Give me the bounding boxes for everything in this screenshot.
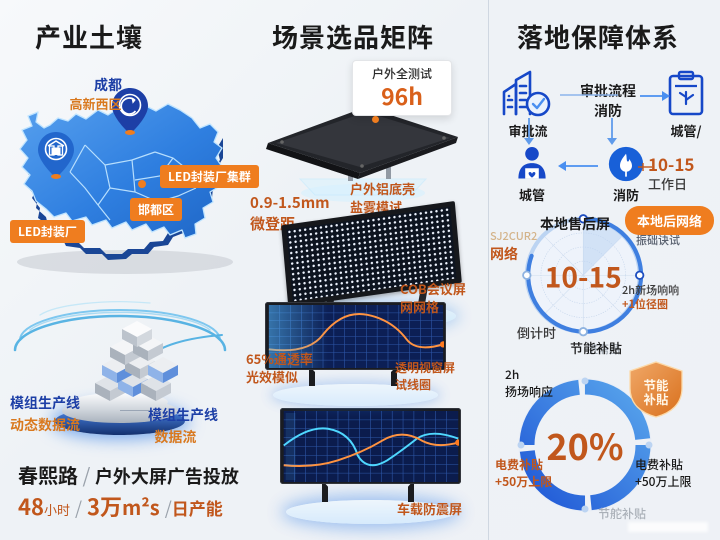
svg-text:补貼: 补貼 (643, 389, 669, 408)
